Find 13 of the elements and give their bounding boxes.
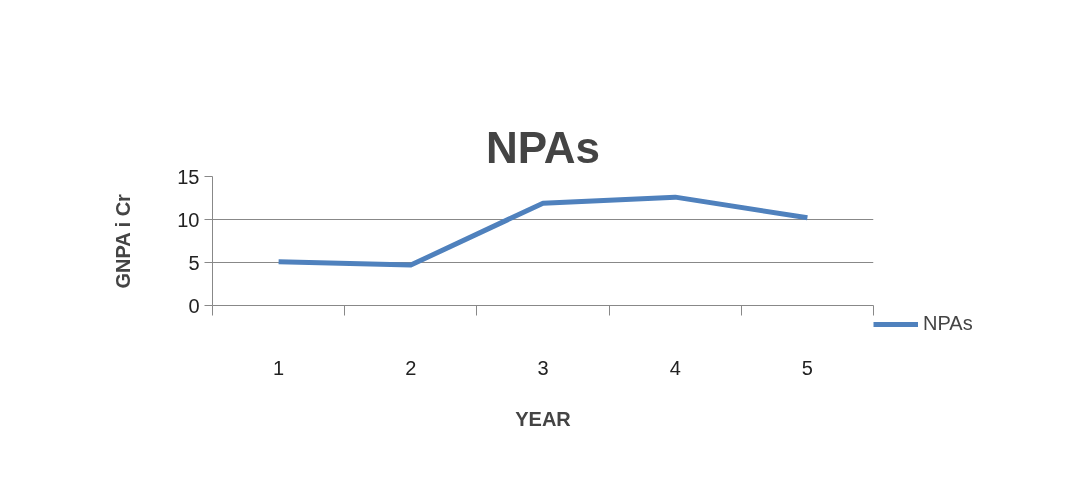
- y-tick-label: 5: [188, 251, 200, 274]
- x-tick-label: 2: [405, 356, 417, 379]
- y-tick-label: 0: [188, 294, 200, 317]
- chart-title: NPAs: [485, 122, 601, 172]
- x-tick-label: 3: [537, 356, 549, 379]
- legend-label: NPAs: [923, 312, 973, 335]
- x-axis-title: YEAR: [515, 407, 572, 430]
- x-tick-label: 5: [801, 356, 813, 379]
- x-tick-label: 4: [669, 356, 681, 379]
- y-axis-title: GNPA i Cr: [112, 193, 135, 289]
- x-tick-label: 1: [273, 356, 285, 379]
- y-tick-label: 10: [177, 208, 200, 231]
- y-tick-label: 15: [177, 165, 200, 188]
